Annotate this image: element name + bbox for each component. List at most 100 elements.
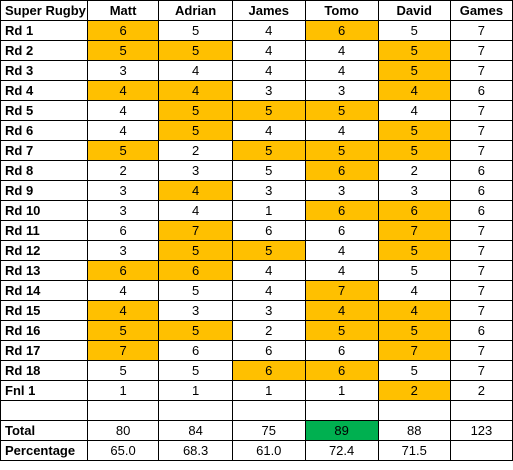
games-cell[interactable]: 7 [449, 220, 513, 241]
score-cell[interactable]: 3 [86, 60, 160, 81]
score-cell[interactable]: 5 [377, 360, 451, 381]
score-cell-highlighted[interactable]: 6 [304, 360, 379, 381]
score-cell-highlighted[interactable]: 4 [377, 80, 451, 101]
games-cell[interactable]: 6 [449, 80, 513, 101]
score-cell-highlighted[interactable]: 6 [158, 260, 233, 281]
score-cell[interactable]: 5 [231, 160, 306, 181]
blank-cell[interactable] [449, 400, 513, 421]
percentage-cell[interactable]: 65.0 [86, 440, 160, 461]
score-cell-highlighted[interactable]: 4 [86, 80, 160, 101]
score-cell[interactable]: 1 [86, 380, 160, 401]
score-cell-highlighted[interactable]: 7 [304, 280, 379, 301]
score-cell[interactable]: 4 [377, 100, 451, 121]
score-cell[interactable]: 4 [231, 280, 306, 301]
score-cell[interactable]: 3 [231, 180, 306, 201]
score-cell[interactable]: 3 [86, 240, 160, 261]
score-cell-highlighted[interactable]: 5 [304, 140, 379, 161]
score-cell-highlighted[interactable]: 5 [231, 140, 306, 161]
games-header[interactable]: Games [449, 0, 513, 21]
games-cell[interactable]: 7 [449, 100, 513, 121]
games-cell[interactable]: 7 [449, 300, 513, 321]
score-cell-highlighted[interactable]: 5 [377, 140, 451, 161]
round-label[interactable]: Rd 10 [0, 200, 88, 221]
round-label[interactable]: Rd 18 [0, 360, 88, 381]
total-cell[interactable]: 75 [231, 420, 306, 441]
games-cell[interactable]: 2 [449, 380, 513, 401]
score-cell[interactable]: 5 [377, 20, 451, 41]
games-cell[interactable]: 7 [449, 20, 513, 41]
score-cell-highlighted[interactable]: 4 [158, 80, 233, 101]
score-cell[interactable]: 3 [231, 300, 306, 321]
score-cell[interactable]: 4 [86, 120, 160, 141]
score-cell[interactable]: 3 [158, 300, 233, 321]
round-label[interactable]: Rd 12 [0, 240, 88, 261]
player-header[interactable]: Adrian [158, 0, 233, 21]
total-cell[interactable]: 88 [377, 420, 451, 441]
total-cell[interactable]: 80 [86, 420, 160, 441]
score-cell-highlighted[interactable]: 7 [377, 340, 451, 361]
score-cell-highlighted[interactable]: 5 [158, 320, 233, 341]
score-cell[interactable]: 4 [86, 100, 160, 121]
score-cell-highlighted[interactable]: 5 [158, 100, 233, 121]
games-cell[interactable]: 7 [449, 240, 513, 261]
score-cell[interactable]: 3 [304, 180, 379, 201]
score-cell[interactable]: 4 [158, 200, 233, 221]
blank-cell[interactable] [0, 400, 88, 421]
score-cell[interactable]: 6 [304, 340, 379, 361]
score-cell[interactable]: 4 [377, 280, 451, 301]
round-label[interactable]: Rd 8 [0, 160, 88, 181]
score-cell-highlighted[interactable]: 4 [377, 300, 451, 321]
score-cell-highlighted[interactable]: 6 [377, 200, 451, 221]
games-cell[interactable]: 7 [449, 60, 513, 81]
total-cell[interactable]: 84 [158, 420, 233, 441]
score-cell[interactable]: 4 [304, 260, 379, 281]
score-cell-highlighted[interactable]: 4 [304, 300, 379, 321]
score-cell-highlighted[interactable]: 6 [304, 200, 379, 221]
score-cell[interactable]: 4 [231, 60, 306, 81]
blank-cell[interactable] [86, 400, 160, 421]
player-header[interactable]: David [377, 0, 451, 21]
score-cell-highlighted[interactable]: 5 [377, 320, 451, 341]
player-header[interactable]: Tomo [304, 0, 379, 21]
score-cell[interactable]: 4 [231, 260, 306, 281]
score-cell[interactable]: 4 [158, 60, 233, 81]
score-cell[interactable]: 4 [231, 120, 306, 141]
score-cell[interactable]: 2 [158, 140, 233, 161]
total-cell-top[interactable]: 89 [304, 420, 379, 441]
score-cell[interactable]: 6 [231, 220, 306, 241]
corner-header[interactable]: Super Rugby [0, 0, 88, 21]
round-label[interactable]: Rd 7 [0, 140, 88, 161]
score-cell-highlighted[interactable]: 7 [377, 220, 451, 241]
round-label[interactable]: Rd 1 [0, 20, 88, 41]
score-cell-highlighted[interactable]: 5 [231, 100, 306, 121]
score-cell-highlighted[interactable]: 6 [86, 20, 160, 41]
score-cell[interactable]: 4 [304, 40, 379, 61]
percentage-cell[interactable]: 71.5 [377, 440, 451, 461]
round-label[interactable]: Rd 11 [0, 220, 88, 241]
score-cell[interactable]: 5 [158, 360, 233, 381]
round-label[interactable]: Rd 2 [0, 40, 88, 61]
percentage-cell[interactable]: 72.4 [304, 440, 379, 461]
score-cell[interactable]: 4 [231, 40, 306, 61]
round-label[interactable]: Rd 16 [0, 320, 88, 341]
player-header[interactable]: James [231, 0, 306, 21]
round-label[interactable]: Rd 17 [0, 340, 88, 361]
score-cell-highlighted[interactable]: 5 [304, 320, 379, 341]
score-cell-highlighted[interactable]: 6 [231, 360, 306, 381]
score-cell[interactable]: 1 [231, 380, 306, 401]
score-cell-highlighted[interactable]: 6 [304, 20, 379, 41]
round-label[interactable]: Fnl 1 [0, 380, 88, 401]
score-cell[interactable]: 3 [377, 180, 451, 201]
score-cell[interactable]: 1 [304, 380, 379, 401]
games-cell[interactable]: 7 [449, 280, 513, 301]
score-cell[interactable]: 4 [304, 120, 379, 141]
round-label[interactable]: Rd 6 [0, 120, 88, 141]
score-cell[interactable]: 4 [304, 60, 379, 81]
score-cell-highlighted[interactable]: 5 [304, 100, 379, 121]
games-cell[interactable]: 7 [449, 40, 513, 61]
blank-cell[interactable] [304, 400, 379, 421]
round-label[interactable]: Rd 15 [0, 300, 88, 321]
games-cell[interactable]: 7 [449, 260, 513, 281]
score-cell[interactable]: 1 [158, 380, 233, 401]
games-cell[interactable]: 7 [449, 340, 513, 361]
